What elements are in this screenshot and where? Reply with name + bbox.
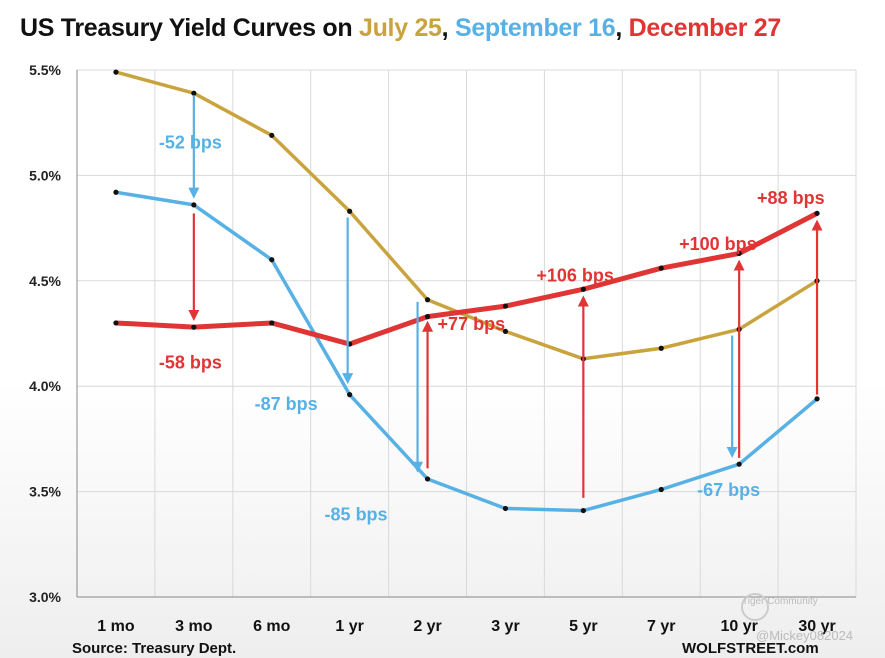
data-point-jul (347, 208, 353, 214)
data-point-sep (502, 505, 509, 512)
brand-note: WOLFSTREET.com (682, 640, 819, 657)
data-point-sep (113, 189, 119, 195)
x-tick-label: 1 mo (97, 618, 135, 635)
data-point-dec (113, 320, 119, 326)
y-tick-label: 5.0% (29, 167, 61, 183)
x-tick-label: 2 yr (413, 618, 441, 635)
data-point-sep (658, 486, 664, 493)
title-date-july: July 25 (358, 14, 442, 42)
data-point-sep (736, 461, 742, 467)
data-point-sep (424, 476, 431, 482)
title-sep-1: , (441, 14, 455, 42)
data-point-sep (580, 507, 586, 514)
data-point-dec (736, 250, 742, 256)
x-tick-label: 3 mo (175, 618, 213, 635)
annotation-label: +77 bps (438, 314, 506, 334)
source-note: Source: Treasury Dept. (72, 640, 237, 657)
watermark-handle: @Mickey082024 (756, 628, 854, 643)
data-point-dec (191, 324, 197, 330)
title-prefix: US Treasury Yield Curves on (20, 14, 359, 42)
data-point-sep (347, 392, 353, 398)
annotation-label: -58 bps (159, 353, 222, 373)
title-sep-2: , (615, 14, 629, 42)
annotation-label: +106 bps (536, 266, 614, 286)
annotation-label: +88 bps (757, 188, 825, 208)
annotation-label: -87 bps (255, 394, 318, 414)
series-line-dec (113, 210, 820, 347)
data-point-sep (269, 257, 275, 263)
data-point-dec (814, 210, 820, 216)
data-point-dec (502, 303, 509, 309)
annotation-label: +100 bps (679, 234, 757, 254)
data-point-dec (658, 265, 664, 271)
series-line-sep (114, 190, 819, 513)
data-point-jul (658, 345, 664, 351)
data-point-jul (269, 132, 275, 138)
y-tick-label: 4.0% (29, 378, 61, 394)
data-point-dec (580, 286, 586, 292)
y-tick-label: 4.5% (29, 273, 61, 289)
watermark-community: Tiger Community (742, 596, 818, 607)
y-tick-label: 3.0% (29, 589, 61, 605)
data-point-sep (814, 396, 820, 402)
x-tick-label: 1 yr (335, 618, 363, 635)
data-point-jul (113, 69, 119, 75)
chart-title: US Treasury Yield Curves on July 25, Sep… (20, 14, 781, 43)
data-point-jul (502, 328, 509, 334)
annotation-label: -52 bps (159, 132, 222, 152)
data-point-dec (424, 314, 431, 320)
series-line-jul (114, 70, 819, 361)
data-point-sep (191, 202, 197, 208)
annotation-label: -67 bps (697, 480, 760, 500)
title-date-september: September 16 (454, 14, 616, 42)
x-tick-label: 3 yr (491, 618, 519, 635)
data-point-dec (269, 320, 275, 326)
y-tick-label: 3.5% (29, 484, 61, 500)
x-tick-label: 10 yr (720, 618, 757, 635)
annotation-label: -85 bps (325, 505, 388, 525)
x-tick-label: 6 mo (253, 618, 291, 635)
x-tick-label: 5 yr (569, 618, 597, 635)
title-date-december: December 27 (628, 14, 782, 42)
tiger-logo-icon (741, 593, 769, 621)
y-tick-label: 5.5% (29, 62, 61, 78)
x-tick-label: 30 yr (798, 618, 835, 635)
x-tick-label: 7 yr (647, 618, 675, 635)
data-point-jul (424, 297, 431, 303)
data-point-jul (191, 90, 197, 96)
